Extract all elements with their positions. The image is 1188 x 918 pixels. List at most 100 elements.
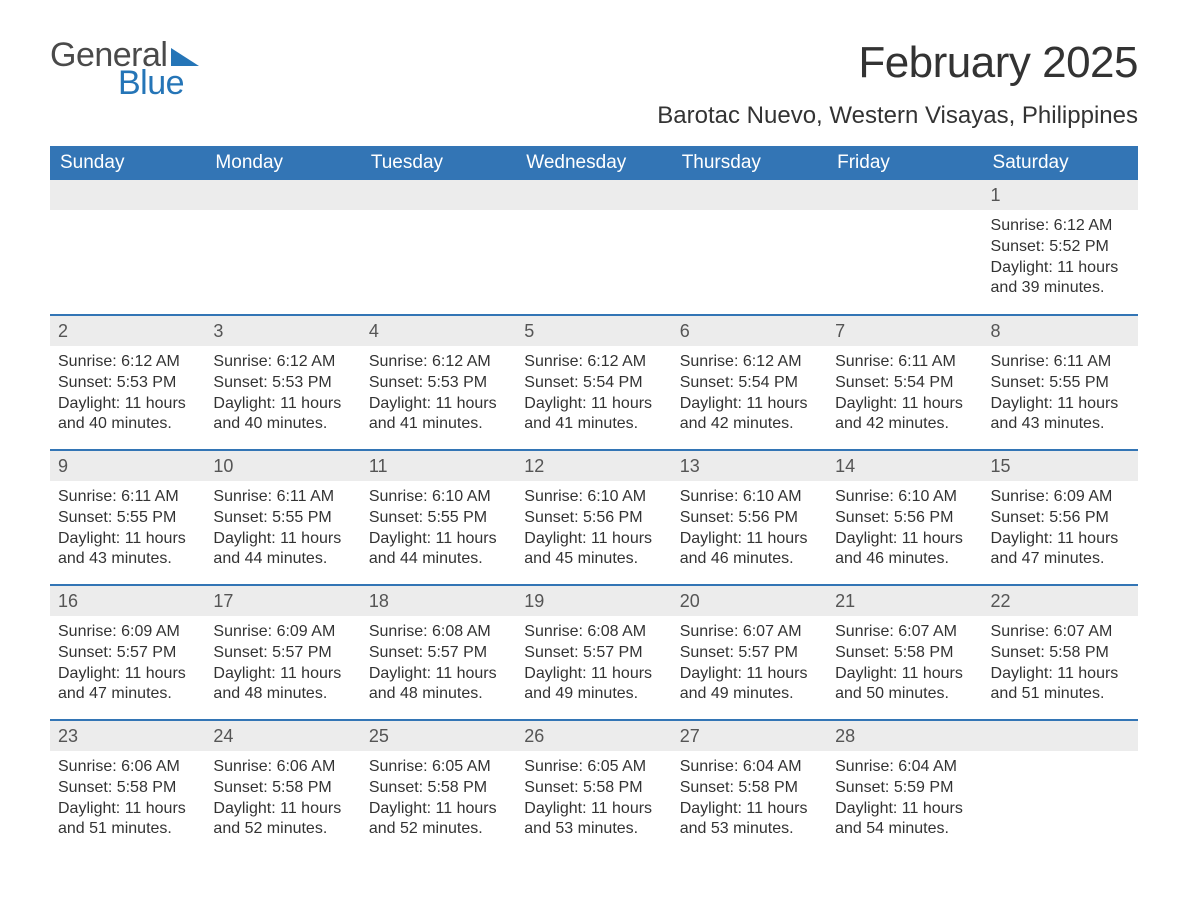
day-number: 24 [205,721,360,751]
day-number: 17 [205,586,360,616]
day-data: Sunrise: 6:09 AMSunset: 5:56 PMDaylight:… [983,481,1138,578]
sunset-text: Sunset: 5:55 PM [369,508,508,529]
sunrise-text: Sunrise: 6:10 AM [835,487,974,508]
empty-day-number [361,180,516,210]
day-data: Sunrise: 6:11 AMSunset: 5:55 PMDaylight:… [205,481,360,578]
day-number: 23 [50,721,205,751]
sunrise-text: Sunrise: 6:12 AM [58,352,197,373]
sunrise-text: Sunrise: 6:06 AM [213,757,352,778]
day-number: 5 [516,316,671,346]
day-number: 2 [50,316,205,346]
empty-day-number [672,180,827,210]
daylight-text: Daylight: 11 hours and 48 minutes. [369,664,508,706]
sunset-text: Sunset: 5:59 PM [835,778,974,799]
daylight-text: Daylight: 11 hours and 43 minutes. [58,529,197,571]
sunset-text: Sunset: 5:57 PM [369,643,508,664]
sunset-text: Sunset: 5:56 PM [680,508,819,529]
sunset-text: Sunset: 5:58 PM [58,778,197,799]
day-data: Sunrise: 6:05 AMSunset: 5:58 PMDaylight:… [361,751,516,848]
day-data: Sunrise: 6:07 AMSunset: 5:58 PMDaylight:… [827,616,982,713]
calendar-cell: 20Sunrise: 6:07 AMSunset: 5:57 PMDayligh… [672,585,827,720]
day-data: Sunrise: 6:07 AMSunset: 5:58 PMDaylight:… [983,616,1138,713]
calendar-cell: 16Sunrise: 6:09 AMSunset: 5:57 PMDayligh… [50,585,205,720]
day-data: Sunrise: 6:10 AMSunset: 5:56 PMDaylight:… [516,481,671,578]
day-number: 12 [516,451,671,481]
sunset-text: Sunset: 5:52 PM [991,237,1130,258]
sunrise-text: Sunrise: 6:10 AM [680,487,819,508]
calendar-cell [50,180,205,315]
calendar-head: Sunday Monday Tuesday Wednesday Thursday… [50,146,1138,180]
calendar-cell [983,720,1138,855]
calendar-cell: 2 Sunrise: 6:12 AMSunset: 5:53 PMDaylight… [50,315,205,450]
sunset-text: Sunset: 5:53 PM [58,373,197,394]
calendar-week-row: 9Sunrise: 6:11 AMSunset: 5:55 PMDaylight… [50,450,1138,585]
calendar-cell: 23Sunrise: 6:06 AMSunset: 5:58 PMDayligh… [50,720,205,855]
calendar-cell: 11Sunrise: 6:10 AMSunset: 5:55 PMDayligh… [361,450,516,585]
day-number: 4 [361,316,516,346]
sunset-text: Sunset: 5:53 PM [369,373,508,394]
sunrise-text: Sunrise: 6:10 AM [369,487,508,508]
sunset-text: Sunset: 5:56 PM [991,508,1130,529]
sunset-text: Sunset: 5:58 PM [680,778,819,799]
calendar-cell: 15Sunrise: 6:09 AMSunset: 5:56 PMDayligh… [983,450,1138,585]
daylight-text: Daylight: 11 hours and 50 minutes. [835,664,974,706]
sunrise-text: Sunrise: 6:04 AM [680,757,819,778]
day-header: Friday [827,146,982,180]
daylight-text: Daylight: 11 hours and 47 minutes. [991,529,1130,571]
daylight-text: Daylight: 11 hours and 51 minutes. [991,664,1130,706]
calendar-cell: 19Sunrise: 6:08 AMSunset: 5:57 PMDayligh… [516,585,671,720]
daylight-text: Daylight: 11 hours and 53 minutes. [680,799,819,841]
day-data: Sunrise: 6:11 AMSunset: 5:54 PMDaylight:… [827,346,982,443]
sunrise-text: Sunrise: 6:08 AM [524,622,663,643]
month-title: February 2025 [657,38,1138,88]
daylight-text: Daylight: 11 hours and 46 minutes. [680,529,819,571]
sunset-text: Sunset: 5:54 PM [524,373,663,394]
daylight-text: Daylight: 11 hours and 48 minutes. [213,664,352,706]
sunset-text: Sunset: 5:57 PM [524,643,663,664]
logo: General Blue [50,38,199,100]
day-header: Thursday [672,146,827,180]
logo-text-blue: Blue [118,66,199,100]
calendar-cell [516,180,671,315]
sunset-text: Sunset: 5:55 PM [991,373,1130,394]
location-subtitle: Barotac Nuevo, Western Visayas, Philippi… [657,102,1138,130]
calendar-cell [205,180,360,315]
day-data: Sunrise: 6:12 AMSunset: 5:53 PMDaylight:… [361,346,516,443]
day-number: 9 [50,451,205,481]
empty-day-number [983,721,1138,751]
calendar-cell: 10Sunrise: 6:11 AMSunset: 5:55 PMDayligh… [205,450,360,585]
daylight-text: Daylight: 11 hours and 39 minutes. [991,258,1130,300]
calendar-cell: 5Sunrise: 6:12 AMSunset: 5:54 PMDaylight… [516,315,671,450]
day-number: 8 [983,316,1138,346]
daylight-text: Daylight: 11 hours and 43 minutes. [991,394,1130,436]
day-number: 13 [672,451,827,481]
calendar-week-row: 23Sunrise: 6:06 AMSunset: 5:58 PMDayligh… [50,720,1138,855]
sunset-text: Sunset: 5:58 PM [524,778,663,799]
calendar-cell: 3Sunrise: 6:12 AMSunset: 5:53 PMDaylight… [205,315,360,450]
calendar-week-row: 16Sunrise: 6:09 AMSunset: 5:57 PMDayligh… [50,585,1138,720]
daylight-text: Daylight: 11 hours and 51 minutes. [58,799,197,841]
sunrise-text: Sunrise: 6:12 AM [991,216,1130,237]
sunset-text: Sunset: 5:54 PM [680,373,819,394]
daylight-text: Daylight: 11 hours and 40 minutes. [213,394,352,436]
daylight-text: Daylight: 11 hours and 40 minutes. [58,394,197,436]
calendar-cell: 14Sunrise: 6:10 AMSunset: 5:56 PMDayligh… [827,450,982,585]
calendar-cell: 26Sunrise: 6:05 AMSunset: 5:58 PMDayligh… [516,720,671,855]
sunrise-text: Sunrise: 6:11 AM [991,352,1130,373]
sunset-text: Sunset: 5:56 PM [524,508,663,529]
day-number: 28 [827,721,982,751]
calendar-cell: 25Sunrise: 6:05 AMSunset: 5:58 PMDayligh… [361,720,516,855]
day-data: Sunrise: 6:12 AMSunset: 5:54 PMDaylight:… [516,346,671,443]
daylight-text: Daylight: 11 hours and 47 minutes. [58,664,197,706]
daylight-text: Daylight: 11 hours and 45 minutes. [524,529,663,571]
calendar-cell [361,180,516,315]
sunrise-text: Sunrise: 6:06 AM [58,757,197,778]
day-data: Sunrise: 6:05 AMSunset: 5:58 PMDaylight:… [516,751,671,848]
day-header: Tuesday [361,146,516,180]
day-data: Sunrise: 6:06 AMSunset: 5:58 PMDaylight:… [50,751,205,848]
calendar-cell: 18Sunrise: 6:08 AMSunset: 5:57 PMDayligh… [361,585,516,720]
day-number: 1 [983,180,1138,210]
daylight-text: Daylight: 11 hours and 44 minutes. [369,529,508,571]
sunrise-text: Sunrise: 6:11 AM [213,487,352,508]
day-header: Wednesday [516,146,671,180]
